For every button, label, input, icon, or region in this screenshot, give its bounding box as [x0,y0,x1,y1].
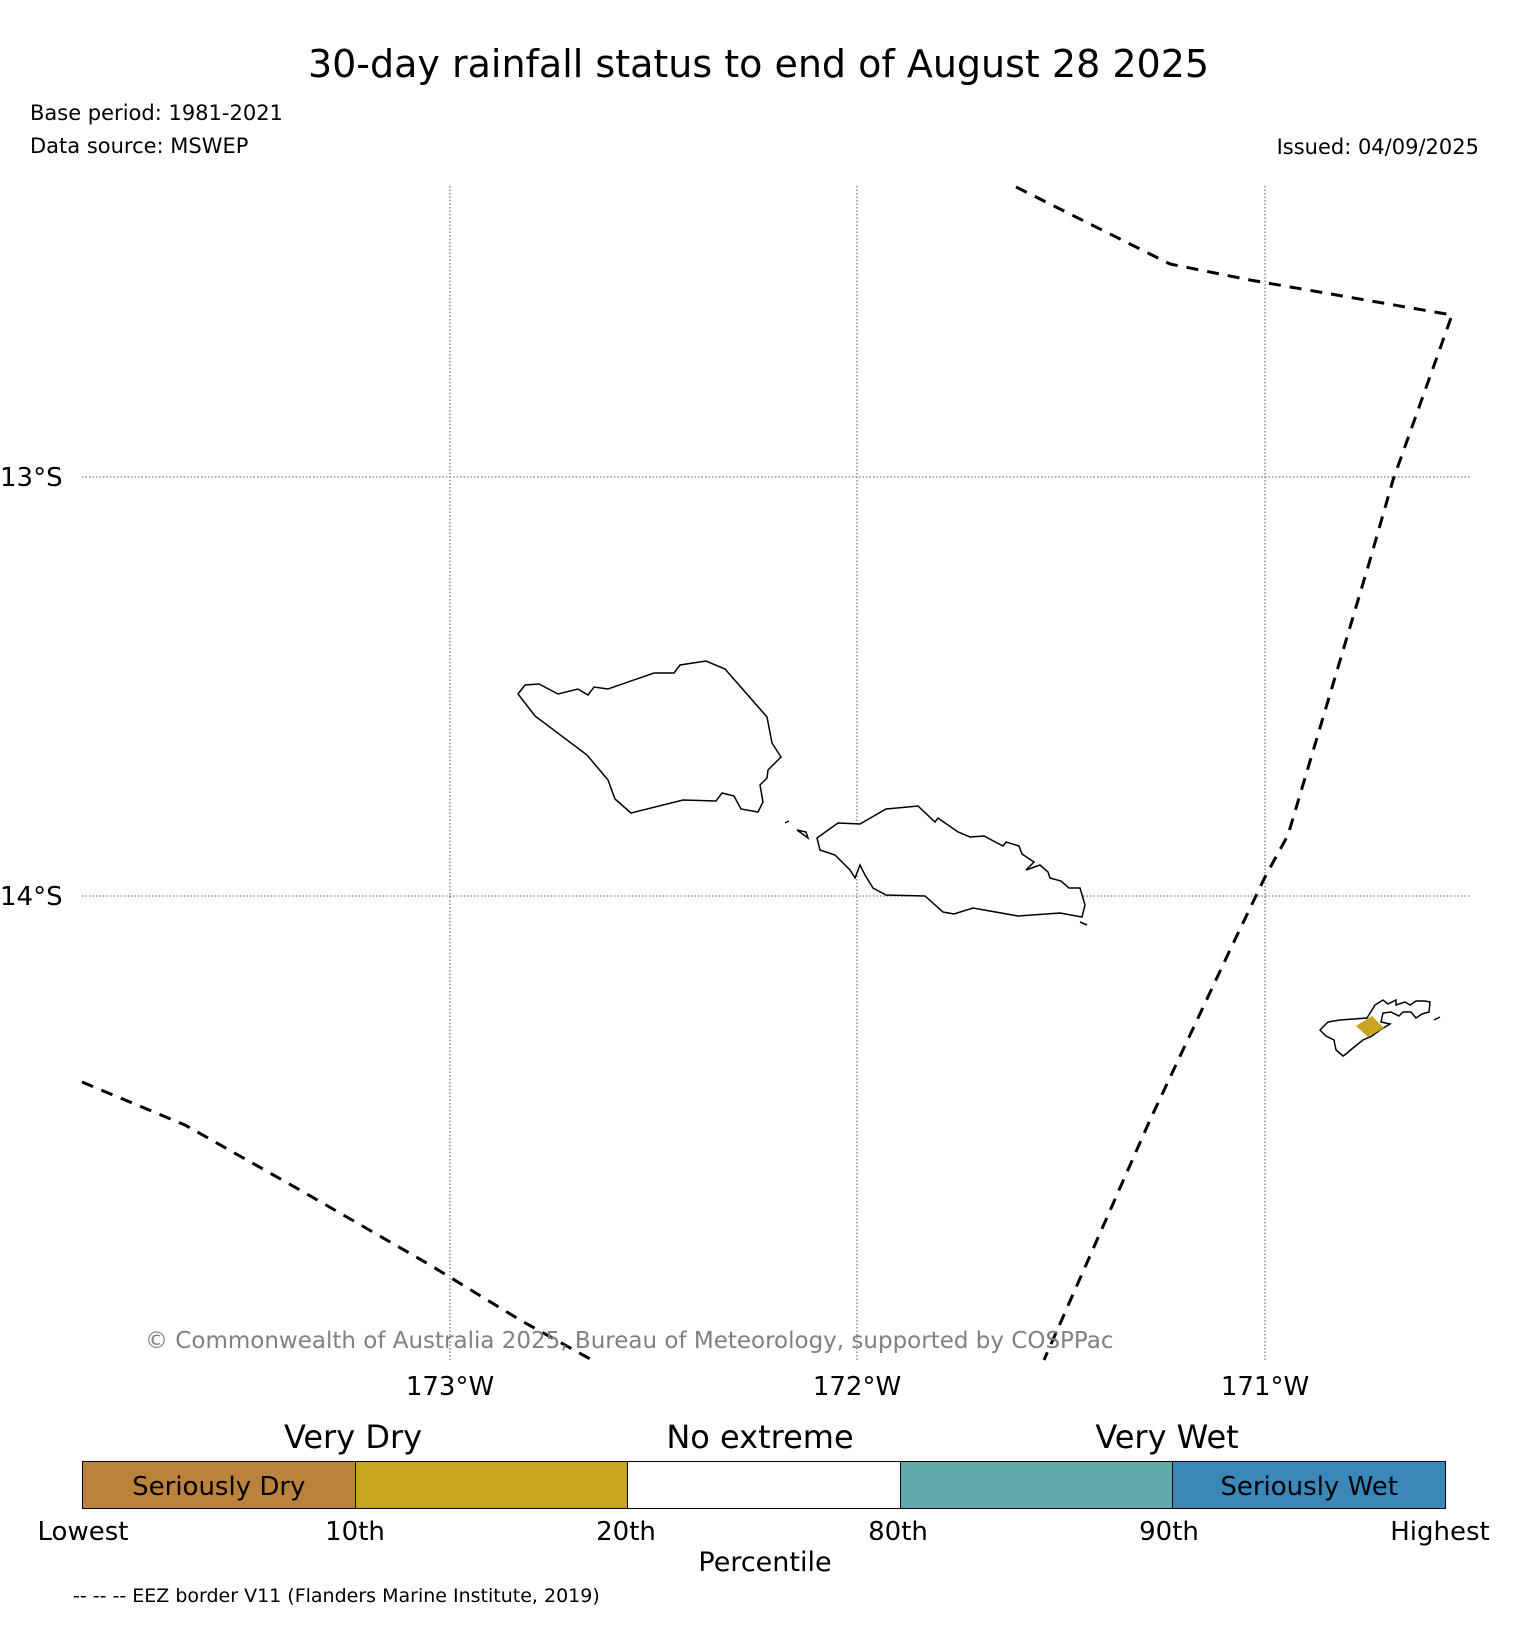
colorbar-no-extreme [628,1462,901,1508]
data-source-text: Data source: MSWEP [30,134,249,158]
eez-border-southwest [81,1080,593,1362]
tick-10th: 10th [325,1517,385,1547]
lon-label-173w: 173°W [406,1372,494,1402]
map-title: 30-day rainfall status to end of August … [307,42,1210,86]
colorbar-seriously-dry: Seriously Dry [83,1462,356,1508]
upolu-island-outline [816,805,1086,918]
tick-highest: Highest [1390,1517,1490,1547]
very-dry-rainfall-patch [1356,1016,1384,1037]
legend-category-very-dry: Very Dry [283,1418,423,1456]
lat-label-14s: 14°S [0,882,63,912]
lon-label-171w: 171°W [1221,1372,1309,1402]
base-period-text: Base period: 1981-2021 [30,101,283,125]
manono-islet-outline [796,829,810,840]
lon-label-172w: 172°W [813,1372,901,1402]
eez-border-northeast [1015,185,1455,1361]
legend-category-no-extreme: No extreme [666,1418,854,1456]
issued-date-text: Issued: 04/09/2025 [1276,135,1479,159]
colorbar-seriously-wet: Seriously Wet [1173,1462,1445,1508]
eez-border-note: -- -- -- EEZ border V11 (Flanders Marine… [73,1585,600,1607]
tick-90th: 90th [1139,1517,1199,1547]
colorbar-very-dry [355,1462,629,1508]
percentile-axis-label: Percentile [698,1547,832,1578]
apolima-islet [784,820,790,824]
aunuu-islet [1433,1016,1441,1021]
graticule [82,186,1470,1360]
copyright-notice: © Commonwealth of Australia 2025, Bureau… [145,1328,1114,1354]
longitude-labels: 173°W 172°W 171°W [406,1372,1309,1402]
percentile-colorbar: Seriously Dry Seriously Wet [82,1461,1446,1509]
legend-category-very-wet: Very Wet [1095,1418,1239,1456]
savaii-island-outline [517,660,782,814]
tick-80th: 80th [868,1517,928,1547]
eez-borders [81,185,1455,1362]
latitude-labels: 13°S 14°S [0,463,63,912]
colorbar-very-wet [900,1462,1174,1508]
upolu-east-tip [1079,921,1088,926]
lat-label-13s: 13°S [0,463,63,493]
coastlines [517,660,1431,1057]
tick-lowest: Lowest [37,1517,129,1547]
tick-20th: 20th [596,1517,656,1547]
